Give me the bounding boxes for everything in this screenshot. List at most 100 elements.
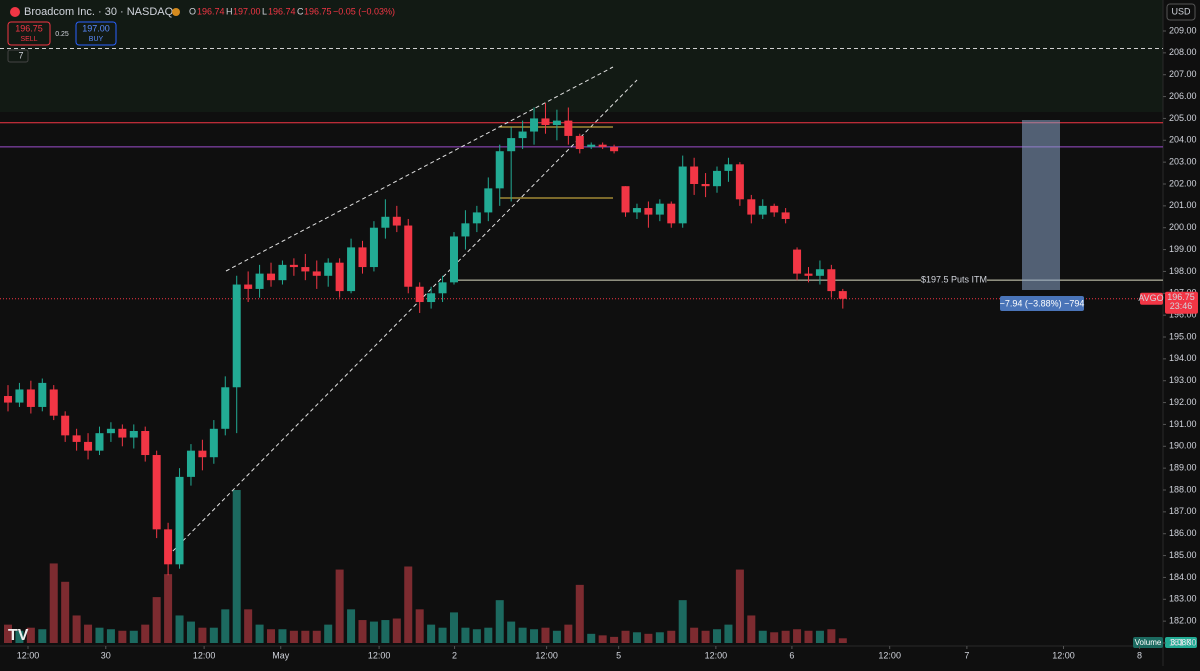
candle-body bbox=[530, 118, 539, 132]
y-tick-label: 185.00 bbox=[1169, 550, 1197, 560]
volume-bar bbox=[129, 630, 138, 643]
volume-bar bbox=[530, 629, 539, 643]
price-tag bbox=[1165, 291, 1198, 314]
h-value: 197.00 bbox=[233, 6, 261, 16]
y-tick-label: 193.00 bbox=[1169, 375, 1197, 385]
candle-body bbox=[312, 271, 321, 276]
volume-bar bbox=[164, 574, 173, 643]
volume-bar bbox=[84, 624, 93, 643]
volume-bar bbox=[324, 624, 333, 643]
x-tick-label: 12:00 bbox=[535, 650, 558, 660]
candle-body bbox=[129, 430, 138, 438]
volume-bar bbox=[541, 627, 550, 643]
volume-bar bbox=[610, 636, 619, 643]
volume-bar bbox=[152, 597, 161, 643]
volume-bar bbox=[38, 629, 47, 643]
volume-bar bbox=[552, 630, 561, 643]
candle-body bbox=[815, 269, 824, 276]
volume-bar bbox=[438, 627, 447, 643]
y-tick-label: 205.00 bbox=[1169, 113, 1197, 123]
x-tick-label: 5 bbox=[616, 650, 621, 660]
candle-body bbox=[95, 433, 104, 451]
measure-label-bg bbox=[1000, 296, 1084, 311]
volume-bar bbox=[815, 630, 824, 643]
volume-bar bbox=[598, 635, 607, 643]
y-tick-label: 202.00 bbox=[1169, 178, 1197, 188]
volume-bar bbox=[392, 618, 401, 643]
candle-body bbox=[141, 430, 150, 456]
buy-button[interactable] bbox=[75, 21, 117, 46]
volume-bar bbox=[186, 621, 195, 643]
volume-bar bbox=[655, 632, 664, 643]
candle-body bbox=[610, 146, 619, 152]
indicator-toggle[interactable] bbox=[7, 49, 29, 63]
candle-body bbox=[598, 144, 607, 147]
candle-body bbox=[84, 441, 93, 451]
candle-body bbox=[347, 247, 356, 292]
trend-line bbox=[225, 66, 614, 272]
y-tick-label: 181.00 bbox=[1169, 637, 1197, 647]
premarket-shade bbox=[0, 0, 1163, 112]
volume-bar bbox=[449, 612, 458, 643]
x-tick-label: 6 bbox=[789, 650, 794, 660]
candle-body bbox=[198, 450, 207, 458]
volume-bar bbox=[49, 563, 58, 643]
candle-body bbox=[667, 203, 676, 224]
symbol: Broadcom Inc. · 30 · NASDAQ bbox=[24, 6, 174, 18]
measure-label: −7.94 (−3.88%) −794 bbox=[1000, 298, 1085, 308]
sell-button[interactable] bbox=[7, 21, 51, 46]
measure-box bbox=[1022, 120, 1060, 290]
c-label: C bbox=[297, 6, 304, 16]
candle-body bbox=[404, 225, 413, 287]
volume-bar bbox=[95, 627, 104, 643]
volume-bar bbox=[61, 581, 70, 643]
volume-bar bbox=[758, 630, 767, 643]
candle-body bbox=[804, 273, 813, 276]
candle-body bbox=[449, 236, 458, 283]
candle-body bbox=[781, 212, 790, 219]
x-tick-label: 30 bbox=[101, 650, 111, 660]
candle-body bbox=[518, 131, 527, 139]
volume-bar bbox=[415, 609, 424, 643]
volume-bar bbox=[495, 600, 504, 643]
x-tick-label: 12:00 bbox=[193, 650, 216, 660]
candle-body bbox=[690, 166, 699, 184]
candle-body bbox=[72, 435, 81, 442]
candle-body bbox=[575, 135, 584, 150]
sell-label: SELL bbox=[20, 36, 37, 43]
candle-body bbox=[335, 262, 344, 292]
l-label: L bbox=[262, 6, 267, 16]
volume-bar bbox=[278, 629, 287, 643]
volume-value-tag bbox=[1165, 637, 1197, 648]
volume-bar bbox=[221, 609, 230, 643]
candle-body bbox=[358, 247, 367, 268]
price-tag-value: 196.75 bbox=[1167, 292, 1195, 302]
volume-bar bbox=[369, 621, 378, 643]
volume-bar bbox=[667, 630, 676, 643]
volume-bar bbox=[644, 633, 653, 643]
volume-bar bbox=[3, 624, 13, 643]
candle-body bbox=[186, 450, 195, 477]
candle-body bbox=[770, 205, 779, 213]
volume-bar bbox=[781, 630, 790, 643]
currency-button[interactable] bbox=[1166, 3, 1196, 21]
volume-bar bbox=[827, 629, 836, 643]
level-label: $197.5 Puts ITM bbox=[921, 275, 987, 285]
candle-body bbox=[758, 205, 767, 215]
volume-bar bbox=[244, 609, 253, 643]
volume-bar bbox=[267, 629, 276, 643]
volume-bar bbox=[335, 569, 344, 643]
x-tick-label: 12:00 bbox=[1052, 650, 1075, 660]
volume-bar bbox=[690, 627, 699, 643]
y-tick-label: 188.00 bbox=[1169, 484, 1197, 494]
y-tick-label: 203.00 bbox=[1169, 157, 1197, 167]
y-tick-label: 184.00 bbox=[1169, 572, 1197, 582]
volume-bar bbox=[575, 584, 584, 643]
volume-label: Volume bbox=[1135, 638, 1162, 647]
volume-bar bbox=[838, 638, 847, 643]
volume-bar bbox=[632, 632, 641, 643]
volume-bar bbox=[198, 627, 207, 643]
y-tick-label: 206.00 bbox=[1169, 91, 1197, 101]
candle-body bbox=[369, 227, 378, 268]
candle-body bbox=[621, 186, 630, 213]
